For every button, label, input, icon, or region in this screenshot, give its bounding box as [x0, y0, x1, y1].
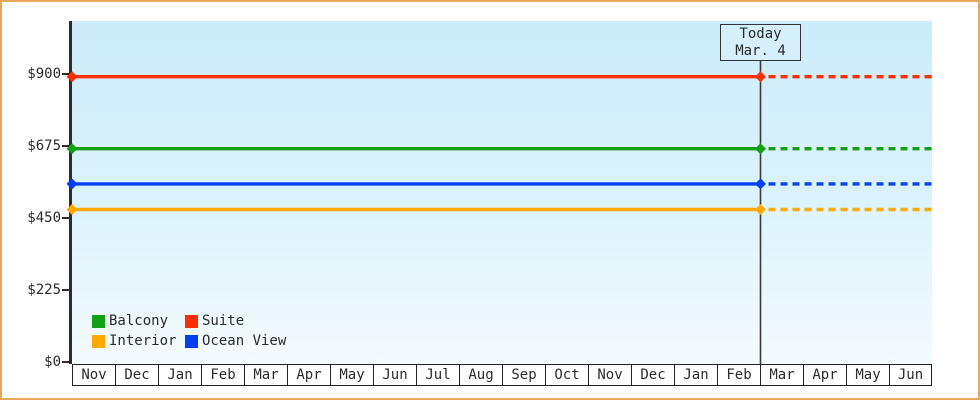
y-tick-label: $225 [27, 281, 61, 298]
y-axis-line [69, 21, 72, 364]
month-cell: Feb [717, 364, 760, 386]
month-cell: Dec [631, 364, 674, 386]
series-point-marker-balcony [755, 143, 766, 155]
y-tick-mark [62, 72, 70, 75]
month-cell: Jul [416, 364, 459, 386]
month-cell: Nov [588, 364, 631, 386]
legend-item: Suite [185, 314, 244, 329]
legend-item: Ocean View [185, 334, 286, 349]
today-flag-title: Today [739, 26, 782, 42]
legend-item: Balcony [92, 314, 168, 329]
y-tick-label: $675 [27, 137, 61, 154]
legend-swatch-icon [185, 335, 198, 348]
month-cell: Dec [115, 364, 158, 386]
month-cell: Aug [459, 364, 502, 386]
legend-swatch-icon [92, 315, 105, 328]
month-cell: May [330, 364, 373, 386]
series-point-marker-interior [66, 204, 78, 215]
y-tick-mark [62, 360, 70, 363]
series-point-marker-ocean-view [755, 178, 766, 190]
month-cell: Apr [803, 364, 846, 386]
series-point-marker-suite [66, 71, 78, 83]
y-tick-mark [62, 288, 70, 291]
month-cell: Mar [760, 364, 803, 386]
y-tick-label: $0 [44, 353, 61, 370]
y-tick-label: $900 [27, 65, 61, 82]
month-cell: Nov [72, 364, 115, 386]
y-tick-mark [62, 216, 70, 219]
month-cell: May [846, 364, 889, 386]
month-cell: Mar [244, 364, 287, 386]
today-flag-date: Mar. 4 [735, 43, 786, 59]
month-cell: Jun [373, 364, 416, 386]
legend-label: Ocean View [202, 333, 287, 349]
series-point-marker-balcony [66, 143, 78, 155]
legend-item: Interior [92, 334, 176, 349]
month-cell: Jan [674, 364, 717, 386]
y-tick-mark [62, 144, 70, 147]
y-tick-label: $450 [27, 209, 61, 226]
month-cell: Sep [502, 364, 545, 386]
legend-label: Suite [202, 313, 245, 329]
legend-label: Balcony [109, 313, 169, 329]
month-cell: Feb [201, 364, 244, 386]
today-flag: Today Mar. 4 [720, 24, 801, 61]
month-cell: Oct [545, 364, 588, 386]
series-point-marker-ocean-view [66, 178, 78, 190]
legend-label: Interior [109, 333, 177, 349]
legend-swatch-icon [92, 335, 105, 348]
series-point-marker-interior [755, 204, 766, 215]
legend-swatch-icon [185, 315, 198, 328]
month-cell: Jan [158, 364, 201, 386]
month-cell: Apr [287, 364, 330, 386]
month-cell: Jun [889, 364, 932, 386]
series-point-marker-suite [755, 71, 766, 83]
